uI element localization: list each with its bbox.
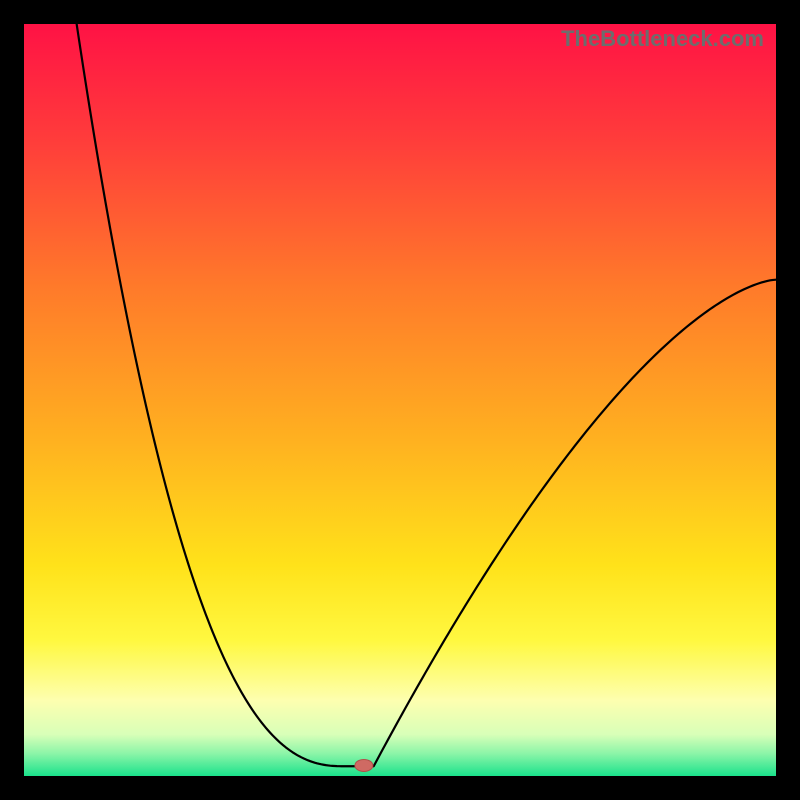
bottleneck-chart (24, 24, 776, 776)
source-watermark: TheBottleneck.com (561, 26, 764, 52)
chart-frame: TheBottleneck.com (0, 0, 800, 800)
chart-background (24, 24, 776, 776)
optimal-point-marker (355, 759, 373, 771)
